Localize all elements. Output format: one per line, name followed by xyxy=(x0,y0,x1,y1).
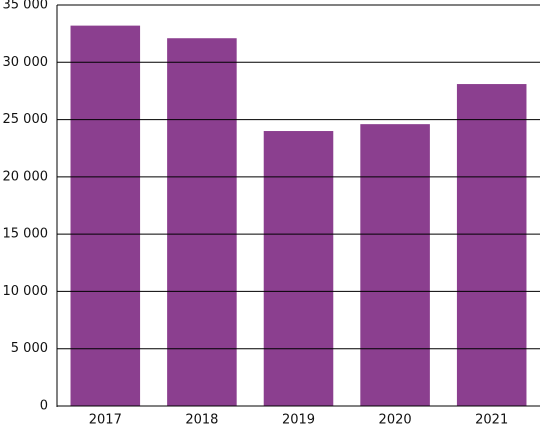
y-tick-label: 0 xyxy=(40,399,48,414)
x-tick-label: 2021 xyxy=(475,413,508,428)
bar xyxy=(70,25,141,406)
y-tick-label: 35 000 xyxy=(3,0,49,13)
bar xyxy=(263,131,334,406)
y-tick-label: 10 000 xyxy=(3,284,49,299)
x-tick-label: 2020 xyxy=(379,413,412,428)
bar xyxy=(456,84,527,406)
y-tick-label: 15 000 xyxy=(3,227,49,242)
x-tick-label: 2018 xyxy=(185,413,218,428)
x-tick-label: 2017 xyxy=(89,413,122,428)
bar xyxy=(167,38,237,407)
x-tick-label: 2019 xyxy=(282,413,315,428)
y-tick-label: 20 000 xyxy=(3,169,49,184)
bar xyxy=(360,124,430,406)
y-tick-label: 25 000 xyxy=(3,112,49,127)
y-tick-label: 30 000 xyxy=(3,55,49,70)
y-tick-label: 5 000 xyxy=(11,341,48,356)
